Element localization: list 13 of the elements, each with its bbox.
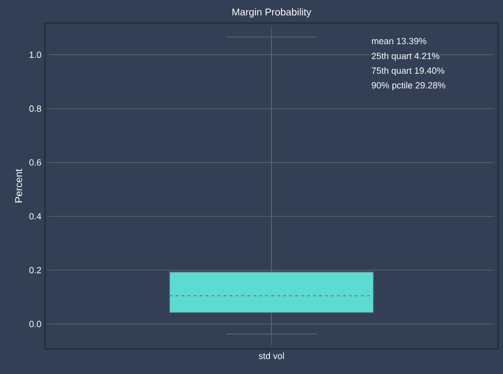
- annotation: 75th quart 19.40%: [372, 67, 444, 76]
- y-tick-label: 0.4: [29, 213, 42, 220]
- y-tick-label: 0.0: [29, 320, 42, 328]
- y-tick-label: 0.8: [29, 105, 42, 112]
- chart-title: Margin Probability: [232, 8, 312, 18]
- annotation: 25th quart 4.21%: [372, 52, 440, 61]
- annotation: 90% pctile 29.28%: [372, 82, 446, 90]
- annotation: mean 13.39%: [372, 38, 426, 44]
- y-tick-label: 0.6: [29, 159, 42, 166]
- x-tick-label: std vol: [258, 352, 284, 360]
- y-tick-label: 1.0: [30, 52, 42, 58]
- y-tick-label: 0.2: [29, 266, 42, 274]
- y-axis-title: Percent: [15, 168, 22, 202]
